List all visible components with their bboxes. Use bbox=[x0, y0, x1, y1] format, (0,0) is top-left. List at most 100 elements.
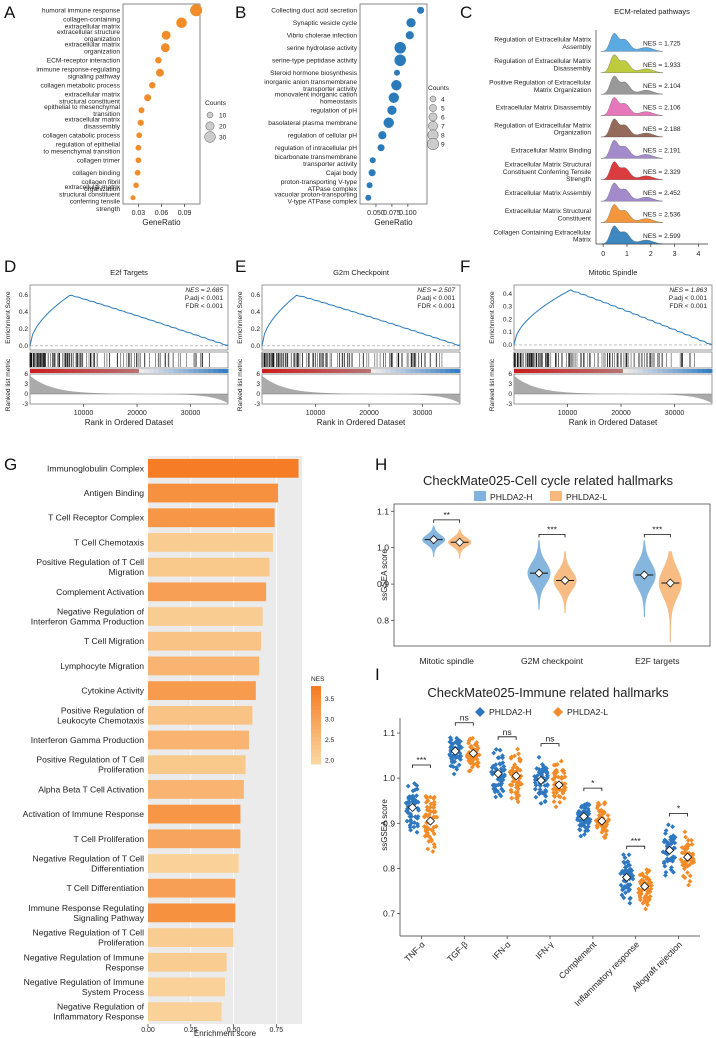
metric-tick-label: 6 bbox=[256, 371, 260, 378]
panel-g: Immunoglobulin Complex Antigen Binding T C… bbox=[23, 456, 334, 1038]
term-dot bbox=[394, 69, 401, 76]
legend-gradient bbox=[311, 717, 321, 722]
median-marker bbox=[536, 775, 546, 785]
x-tick-label: 0.100 bbox=[399, 210, 417, 217]
rank-gradient bbox=[395, 369, 402, 373]
data-point bbox=[404, 818, 410, 824]
rank-gradient bbox=[223, 369, 229, 373]
data-point bbox=[662, 839, 668, 844]
y-tick-label: 0.4 bbox=[251, 309, 260, 316]
data-point bbox=[447, 735, 453, 740]
legend-gradient bbox=[311, 732, 321, 738]
bar bbox=[148, 557, 270, 577]
data-point bbox=[412, 820, 417, 825]
rank-gradient bbox=[410, 369, 416, 373]
y-tick-label: 0.1 bbox=[503, 329, 512, 336]
data-point bbox=[493, 747, 499, 752]
metric-tick-label: 3 bbox=[508, 381, 512, 388]
data-point bbox=[498, 781, 504, 787]
rank-gradient bbox=[54, 369, 61, 373]
bar bbox=[148, 780, 244, 799]
data-point bbox=[686, 843, 692, 848]
data-point bbox=[470, 735, 475, 741]
legend-label: PHLDA2-H bbox=[489, 707, 532, 717]
median-marker bbox=[429, 535, 439, 545]
y-axis-title: Enrichment Score bbox=[5, 291, 12, 344]
ridge-density bbox=[600, 54, 663, 73]
ridge-nes: NES = 2.188 bbox=[643, 126, 681, 133]
data-point bbox=[542, 799, 548, 805]
rank-gradient bbox=[143, 369, 150, 373]
term-label: collagen-containing extracellular matrix bbox=[63, 16, 121, 30]
data-point bbox=[474, 740, 480, 745]
ridge-label: Regulation of Extracellular Matrix Disass… bbox=[494, 58, 591, 72]
bar bbox=[148, 656, 260, 676]
data-point bbox=[532, 777, 538, 783]
data-point bbox=[554, 790, 559, 796]
rank-gradient bbox=[617, 369, 624, 373]
term-dot bbox=[136, 132, 143, 139]
rank-gradient bbox=[218, 369, 224, 373]
ridge-density bbox=[600, 225, 663, 245]
x-axis-title: Enrichment score bbox=[194, 1029, 257, 1038]
x-tick-label: 10000 bbox=[558, 410, 578, 417]
data-point bbox=[475, 764, 481, 769]
term-label: Collecting duct acid secretion bbox=[271, 7, 357, 14]
term-dot bbox=[417, 6, 425, 14]
rank-gradient bbox=[153, 369, 160, 373]
rank-gradient bbox=[375, 369, 382, 373]
legend-gradient bbox=[311, 752, 321, 757]
data-point bbox=[427, 804, 433, 810]
term-dot bbox=[135, 157, 142, 164]
legend-gradient bbox=[311, 697, 321, 703]
data-point bbox=[538, 801, 544, 806]
data-point bbox=[682, 829, 688, 835]
data-point bbox=[415, 815, 420, 821]
bar-label: T Cell Proliferation bbox=[73, 834, 144, 844]
panel-letter-d: D bbox=[4, 257, 16, 276]
legend-gradient bbox=[311, 744, 321, 749]
term-label: serine hydrolase activity bbox=[287, 45, 358, 52]
data-point bbox=[423, 794, 429, 799]
data-point bbox=[662, 863, 668, 869]
data-point bbox=[456, 762, 462, 768]
data-point bbox=[454, 765, 459, 770]
data-point bbox=[682, 850, 688, 855]
data-point bbox=[425, 846, 431, 852]
sig-bracket bbox=[454, 722, 474, 726]
term-label: collagen fibril organization bbox=[82, 179, 121, 193]
data-point bbox=[431, 796, 436, 801]
data-point bbox=[586, 821, 591, 827]
ridge-density bbox=[600, 118, 663, 138]
data-point bbox=[433, 824, 439, 829]
metric-area bbox=[30, 375, 228, 404]
rank-gradient bbox=[94, 369, 100, 373]
bar-label: T Cell Migration bbox=[84, 636, 144, 646]
legend-label: 9 bbox=[441, 142, 445, 149]
rank-gradient bbox=[361, 369, 367, 373]
y-tick-label: 1.1 bbox=[383, 728, 395, 738]
rank-gradient bbox=[514, 369, 520, 373]
data-point bbox=[515, 746, 520, 752]
rank-gradient bbox=[583, 369, 589, 373]
rank-gradient bbox=[39, 369, 46, 373]
rank-gradient bbox=[79, 369, 85, 373]
rank-gradient bbox=[543, 369, 550, 373]
data-point bbox=[594, 805, 600, 811]
data-point bbox=[621, 895, 627, 901]
ridge-density bbox=[600, 139, 663, 159]
data-point bbox=[493, 794, 499, 800]
sig-bracket bbox=[583, 787, 603, 792]
data-point bbox=[670, 856, 676, 861]
rank-gradient bbox=[523, 369, 530, 373]
y-tick-label: 0.2 bbox=[19, 326, 28, 333]
bar-label: Negative Regulation of Immune Response bbox=[24, 952, 145, 972]
rank-gradient bbox=[346, 369, 352, 373]
data-point bbox=[427, 794, 433, 800]
median-marker bbox=[683, 852, 693, 862]
rank-gradient bbox=[316, 369, 322, 373]
es-frame bbox=[513, 284, 713, 351]
data-point bbox=[666, 822, 671, 828]
data-point bbox=[602, 835, 608, 841]
rank-gradient bbox=[193, 369, 199, 373]
